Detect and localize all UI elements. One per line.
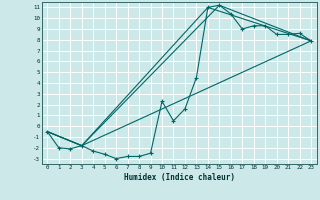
X-axis label: Humidex (Indice chaleur): Humidex (Indice chaleur) [124, 173, 235, 182]
